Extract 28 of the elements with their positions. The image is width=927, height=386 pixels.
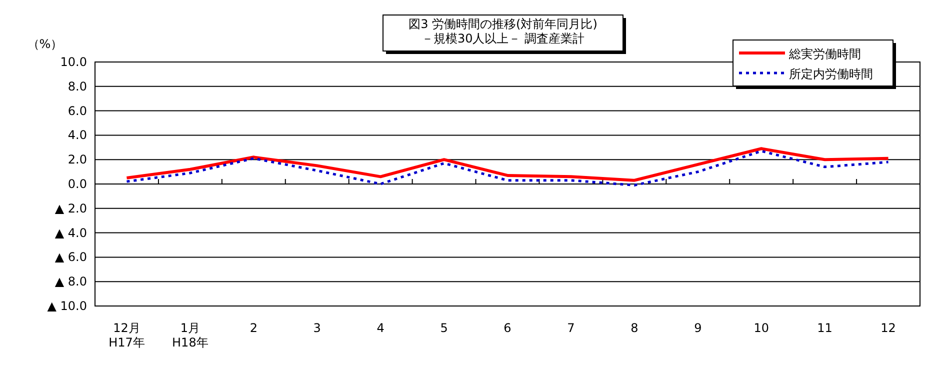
y-tick-label: 6.0 <box>68 104 87 118</box>
x-tick-label: 2 <box>250 321 258 335</box>
y-tick-label: ▲ 4.0 <box>54 226 87 240</box>
chart-title: 図3 労働時間の推移(対前年同月比) －規模30人以上－ 調査産業計 <box>408 17 598 46</box>
y-tick-label: 8.0 <box>68 79 87 94</box>
y-tick-label: ▲ 10.0 <box>47 299 87 313</box>
x-tick-label: 10 <box>754 321 769 335</box>
legend-label: 所定内労働時間 <box>789 67 873 81</box>
x-tick-label: 1月 H18年 <box>172 321 208 350</box>
x-tick-label: 8 <box>630 321 638 335</box>
x-tick-label: 3 <box>313 321 321 335</box>
y-tick-label: ▲ 6.0 <box>54 250 87 264</box>
x-tick-label: 12月 H17年 <box>108 321 145 350</box>
y-tick-label: ▲ 2.0 <box>54 201 87 216</box>
y-tick-label: ▲ 8.0 <box>54 274 87 289</box>
legend-label: 総実労働時間 <box>788 47 861 61</box>
x-tick-label: 6 <box>504 321 512 335</box>
x-tick-label: 7 <box>567 321 575 335</box>
y-tick-label: 10.0 <box>60 55 87 69</box>
x-tick-label: 12 <box>880 321 896 335</box>
y-tick-label: 0.0 <box>68 177 87 191</box>
x-tick-label: 9 <box>694 321 702 335</box>
x-tick-label: 11 <box>817 321 832 335</box>
x-tick-label: 5 <box>440 321 448 335</box>
x-tick-label: 4 <box>376 321 384 335</box>
y-tick-label: 2.0 <box>68 152 87 167</box>
y-tick-label: 4.0 <box>68 128 87 142</box>
y-axis-title: （%） <box>27 37 63 51</box>
